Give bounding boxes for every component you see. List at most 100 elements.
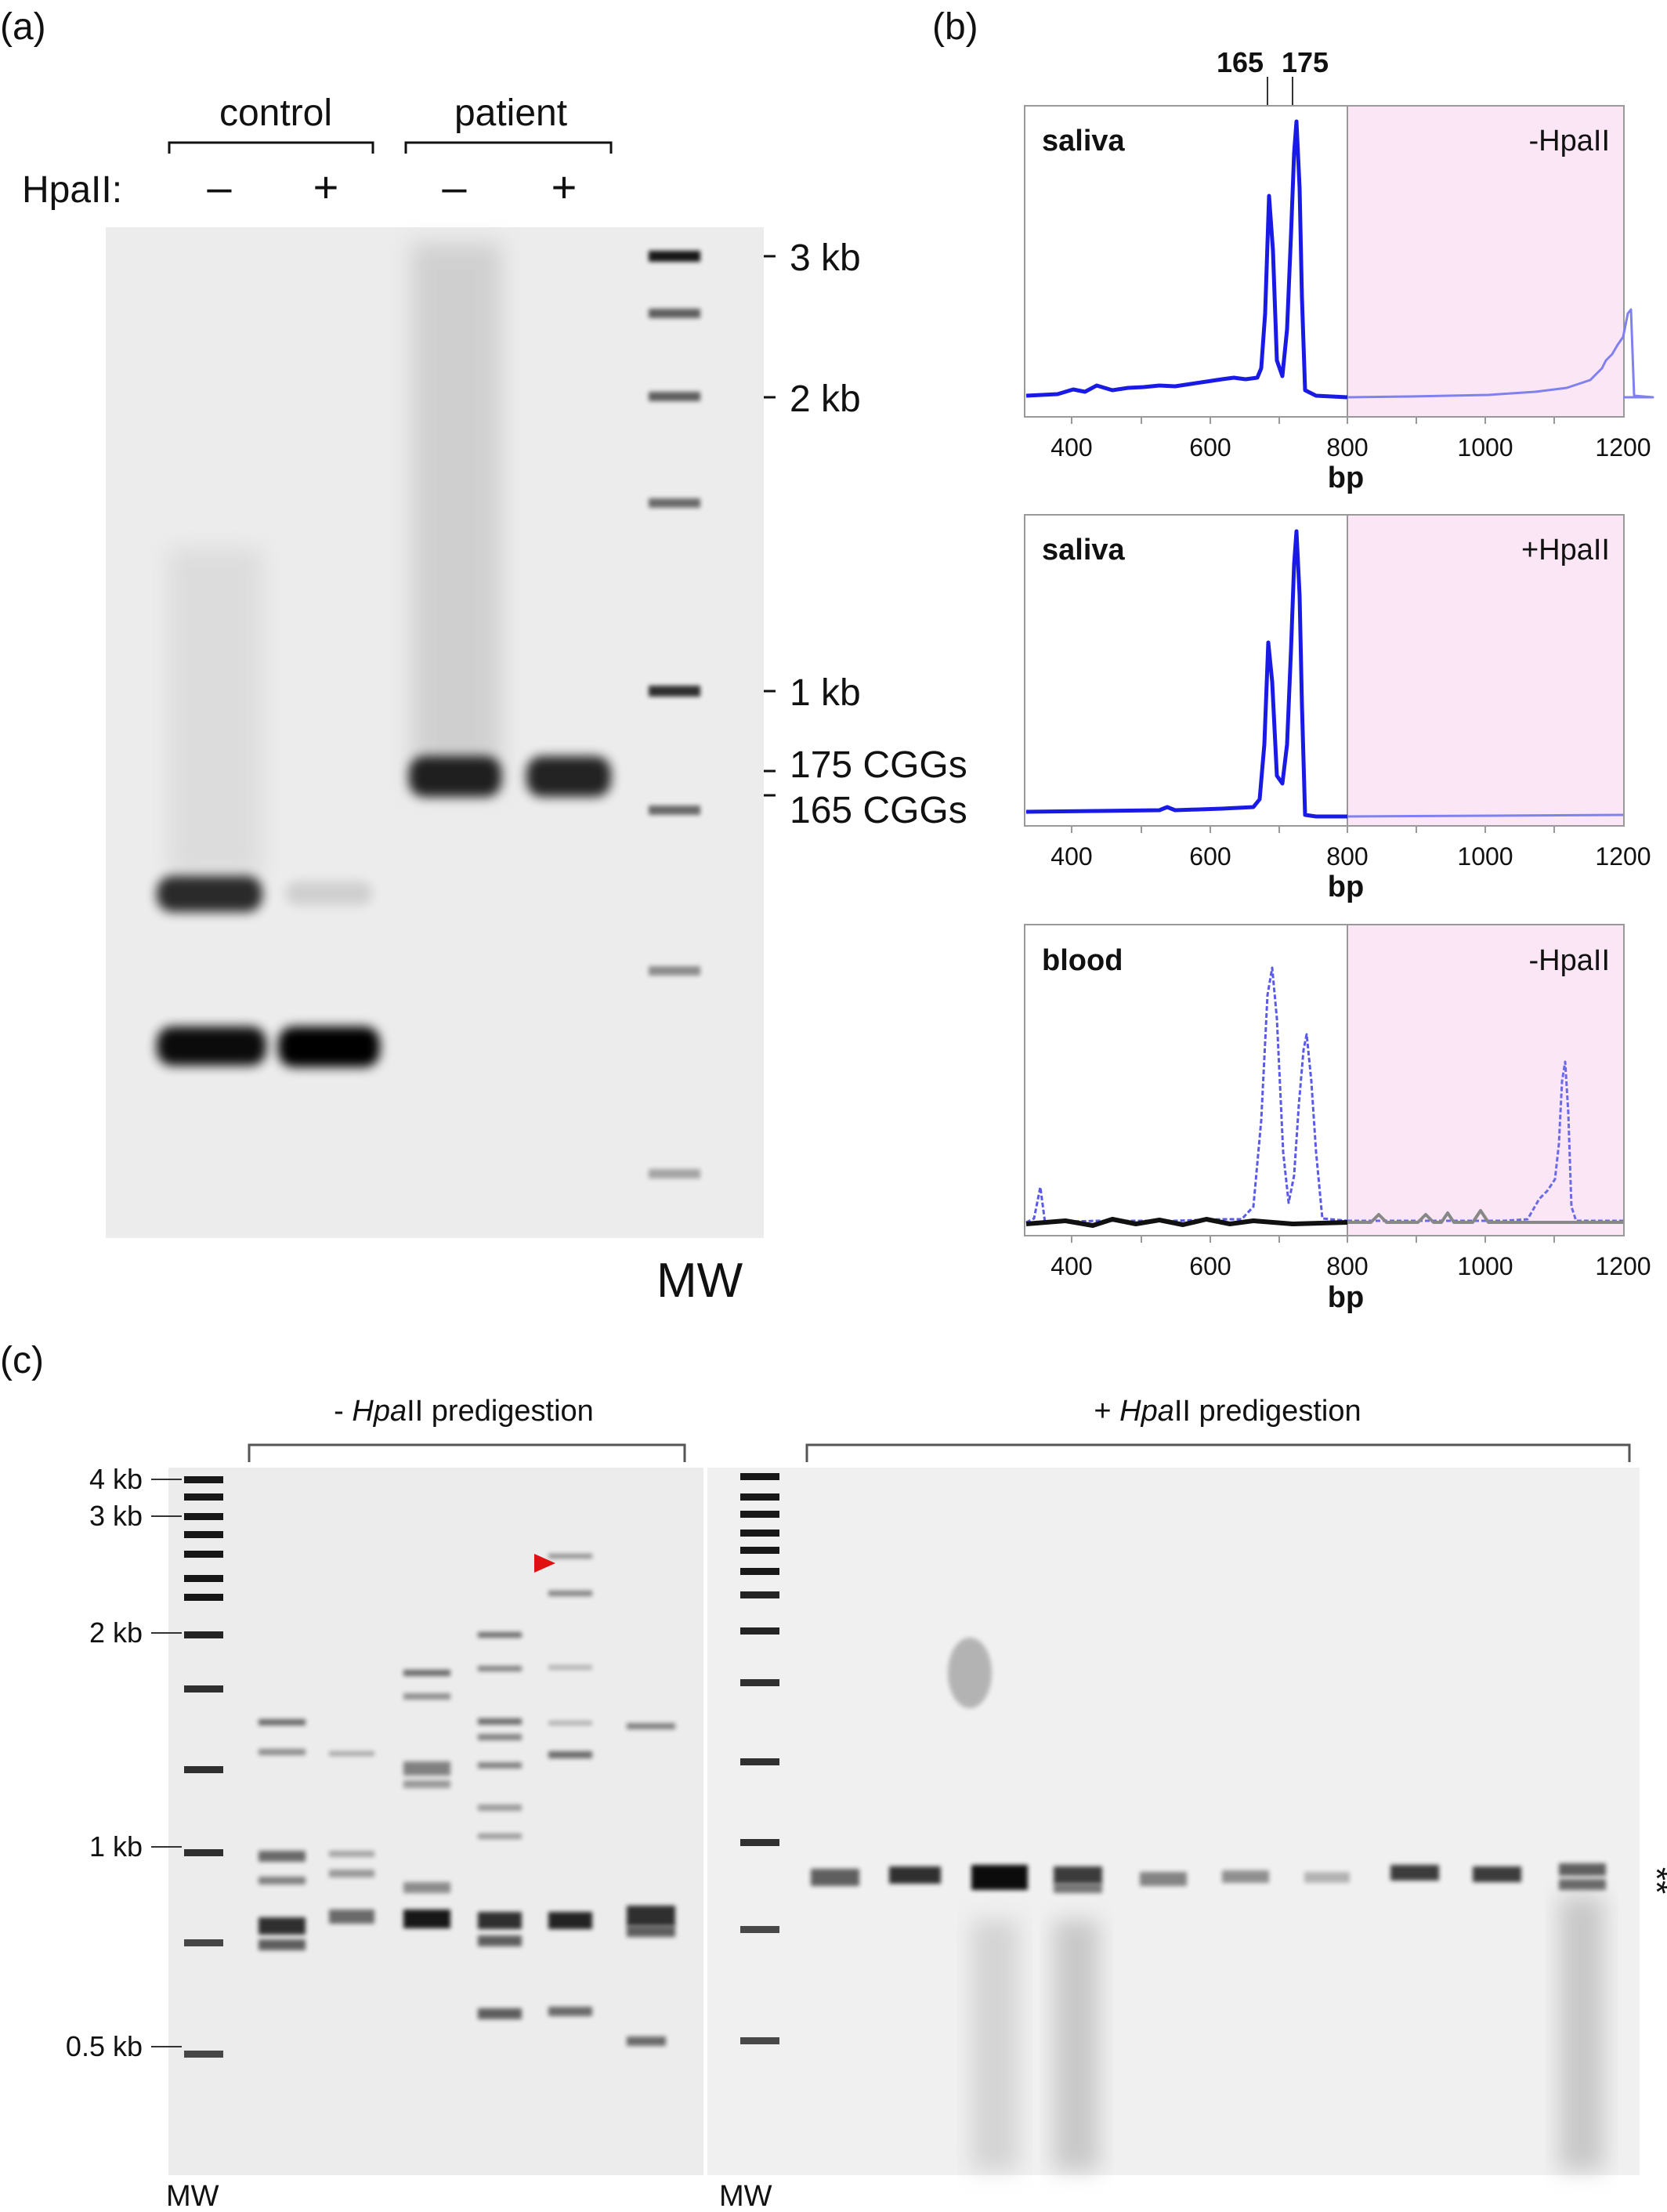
group-control-label: control (219, 92, 332, 134)
ladder-band (649, 686, 700, 697)
ladder-band (740, 1547, 779, 1554)
ladder-band (184, 1766, 223, 1773)
lane-band (329, 1851, 374, 1857)
smear-patient-minus (411, 243, 501, 791)
lane-band (478, 1666, 522, 1671)
x-axis-label: bp (1328, 462, 1364, 494)
lane-band (548, 1751, 592, 1758)
right-bracket (805, 1443, 1631, 1462)
gel-right (707, 1468, 1640, 2175)
lane-band (478, 1935, 522, 1946)
left-gel-title: - HpaII predigestion (334, 1395, 594, 1428)
ladder-band (184, 1531, 223, 1538)
lane-band (478, 1912, 522, 1929)
x-tick-label: 600 (1189, 842, 1231, 871)
baseline-trace (1025, 1217, 1348, 1228)
lane-band (548, 1554, 592, 1559)
lane-band (259, 1877, 306, 1884)
ladder-band (184, 1493, 223, 1501)
x-tick-label: 1200 (1595, 433, 1651, 462)
marker-2kb: 2 kb (790, 378, 861, 420)
lane-band (478, 1834, 522, 1839)
marker-165cggs: 165 CGGs (790, 790, 967, 831)
marker-2kb-c: 2 kb (89, 1616, 143, 1649)
trace-line (1025, 119, 1348, 400)
ladder-band (649, 251, 700, 262)
ladder-band (649, 498, 700, 508)
ladder-band (649, 966, 700, 976)
lane-band (1559, 1879, 1606, 1890)
panel-a-label: (a) (0, 6, 46, 48)
lane-band (259, 1719, 306, 1725)
ladder-band (184, 1476, 223, 1483)
lane-band (329, 1910, 374, 1924)
lane-band (811, 1869, 859, 1886)
ladder-band (184, 1685, 223, 1692)
trace-line (1025, 529, 1347, 819)
ladder-band (740, 1839, 779, 1846)
marker-3kb-c: 3 kb (89, 1500, 143, 1532)
arrow-marker (534, 1554, 555, 1573)
right-lanes (811, 1863, 1606, 1893)
x-tick-label: 600 (1189, 433, 1231, 462)
lane-band (627, 1906, 675, 1926)
marker-1kb-c: 1 kb (89, 1830, 143, 1863)
trace-line-faint (1347, 1060, 1623, 1222)
electropherogram-2: saliva +HpaII 400 600 800 1000 1200 bp (1024, 514, 1651, 903)
lane-band (889, 1866, 941, 1884)
panel-c-label: (c) (0, 1340, 44, 1381)
ladder-band (740, 1591, 779, 1598)
sample-label: saliva (1042, 125, 1126, 157)
lane-sign-4: + (551, 162, 577, 212)
lane-band (1390, 1865, 1439, 1881)
lane-sign-2: + (313, 162, 339, 212)
x-axis-label: bp (1328, 1281, 1364, 1314)
lane-band (627, 1926, 675, 1937)
sample-label: saliva (1042, 534, 1126, 567)
lane-band (478, 1718, 522, 1725)
gel-right-background (707, 1468, 1640, 2175)
ladder-band (184, 1594, 223, 1601)
ladder-band (740, 1627, 779, 1635)
marker-05kb: 0.5 kb (66, 2030, 143, 2062)
lane-band (1473, 1866, 1521, 1882)
band-control-plus-lower (278, 1026, 380, 1067)
x-tick-label: 400 (1050, 1252, 1092, 1280)
trace-line (1025, 966, 1348, 1224)
lane-band (1222, 1870, 1269, 1883)
lane-band (403, 1910, 450, 1928)
lane-band (1054, 1866, 1102, 1884)
lane-band (1140, 1872, 1187, 1886)
gel-a (106, 227, 764, 1238)
condition-label: +HpaII (1521, 534, 1610, 567)
lane-band (478, 2008, 522, 2019)
lane-band (548, 2007, 592, 2016)
ladder-band (740, 1473, 779, 1480)
mw-label-left: MW (166, 2180, 219, 2212)
x-tick-label: 1000 (1457, 1252, 1513, 1280)
ladder-band (184, 2051, 223, 2058)
lane-smear (1054, 1920, 1099, 2170)
mw-ladder-right (740, 1473, 779, 2044)
baseline-trace-gray (1347, 1209, 1623, 1224)
ladder-band (184, 1551, 223, 1558)
ladder-band (740, 2037, 779, 2044)
x-tick-label: 1000 (1457, 842, 1513, 871)
ladder-band (649, 806, 700, 815)
band-patient-minus (409, 756, 501, 797)
x-tick-label: 1200 (1595, 842, 1651, 871)
lane-band (627, 1723, 675, 1729)
x-ticks (1071, 826, 1555, 833)
enzyme-label: HpaII: (22, 169, 122, 211)
marker-3kb: 3 kb (790, 237, 861, 279)
mw-label-right: MW (719, 2180, 772, 2212)
lane-sign-1: – (207, 162, 232, 212)
band-control-minus-upper (157, 876, 262, 912)
sample-label: blood (1042, 944, 1123, 977)
lane-smear (1559, 1896, 1604, 2170)
lane-band (971, 1865, 1028, 1890)
x-tick-label: 400 (1050, 842, 1092, 871)
electropherogram-1: saliva -HpaII 400 600 800 1000 1200 bp (1024, 105, 1654, 494)
lane-band (478, 1762, 522, 1769)
